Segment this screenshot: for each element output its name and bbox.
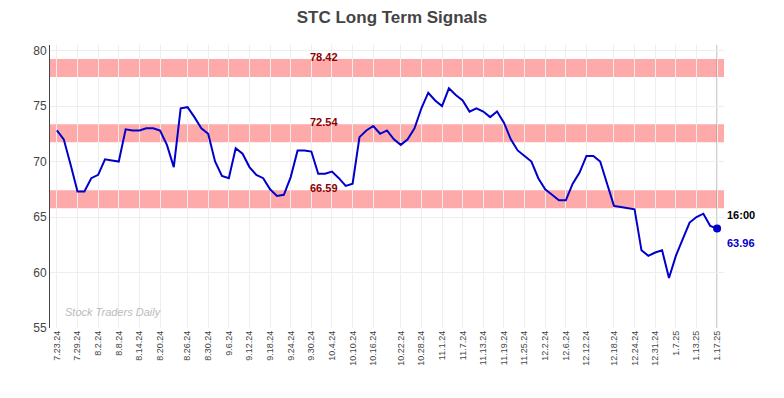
svg-text:8.30.24: 8.30.24 xyxy=(203,331,213,361)
svg-text:60: 60 xyxy=(33,266,47,280)
svg-text:11.25.24: 11.25.24 xyxy=(519,331,529,365)
svg-text:12.12.24: 12.12.24 xyxy=(581,331,591,366)
svg-text:11.1.24: 11.1.24 xyxy=(437,331,447,360)
svg-text:12.31.24: 12.31.24 xyxy=(650,331,660,366)
svg-text:8.8.24: 8.8.24 xyxy=(114,331,124,356)
svg-text:7.23.24: 7.23.24 xyxy=(52,331,62,361)
svg-text:9.18.24: 9.18.24 xyxy=(265,331,275,361)
svg-text:65: 65 xyxy=(33,210,47,224)
svg-text:1.7.25: 1.7.25 xyxy=(671,331,681,356)
svg-text:55: 55 xyxy=(33,321,47,335)
svg-text:11.13.24: 11.13.24 xyxy=(478,331,488,365)
svg-text:11.7.24: 11.7.24 xyxy=(458,331,468,360)
svg-text:8.2.24: 8.2.24 xyxy=(93,331,103,356)
svg-text:16:00: 16:00 xyxy=(727,209,755,221)
svg-text:9.6.24: 9.6.24 xyxy=(224,331,234,356)
svg-text:STC Long Term Signals: STC Long Term Signals xyxy=(297,8,487,27)
svg-text:9.12.24: 9.12.24 xyxy=(244,331,254,361)
svg-text:1.13.25: 1.13.25 xyxy=(691,331,701,361)
svg-text:72.54: 72.54 xyxy=(310,116,338,128)
svg-text:10.22.24: 10.22.24 xyxy=(396,331,406,366)
svg-text:8.20.24: 8.20.24 xyxy=(155,331,165,361)
svg-text:10.4.24: 10.4.24 xyxy=(327,331,337,361)
svg-text:8.14.24: 8.14.24 xyxy=(134,331,144,361)
svg-text:11.19.24: 11.19.24 xyxy=(499,331,509,365)
svg-text:75: 75 xyxy=(33,99,47,113)
svg-text:78.42: 78.42 xyxy=(310,51,338,63)
svg-text:12.18.24: 12.18.24 xyxy=(609,331,619,366)
svg-text:12.2.24: 12.2.24 xyxy=(540,331,550,361)
svg-text:1.17.25: 1.17.25 xyxy=(712,331,722,361)
svg-text:63.96: 63.96 xyxy=(727,237,755,249)
svg-text:9.24.24: 9.24.24 xyxy=(286,331,296,361)
svg-text:12.6.24: 12.6.24 xyxy=(561,331,571,361)
svg-text:7.29.24: 7.29.24 xyxy=(72,331,82,361)
svg-text:10.16.24: 10.16.24 xyxy=(368,331,378,366)
svg-text:70: 70 xyxy=(33,155,47,169)
svg-text:66.59: 66.59 xyxy=(310,182,338,194)
svg-text:9.30.24: 9.30.24 xyxy=(306,331,316,361)
svg-text:8.26.24: 8.26.24 xyxy=(182,331,192,361)
svg-text:10.10.24: 10.10.24 xyxy=(348,331,358,366)
svg-text:Stock Traders Daily: Stock Traders Daily xyxy=(65,306,162,318)
svg-text:10.28.24: 10.28.24 xyxy=(416,331,426,366)
svg-text:12.24.24: 12.24.24 xyxy=(630,331,640,366)
svg-text:80: 80 xyxy=(33,44,47,58)
